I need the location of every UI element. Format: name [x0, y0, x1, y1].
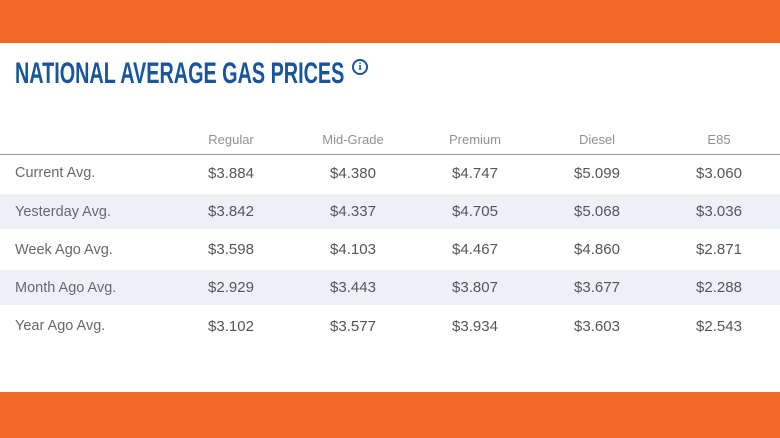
page-title-text-wrap: NATIONAL AVERAGE GAS PRICES [15, 59, 348, 89]
price-cell: $4.467 [452, 241, 498, 258]
price-cell: $3.598 [208, 241, 254, 258]
info-icon[interactable]: i [352, 59, 368, 75]
price-cell: $4.103 [330, 241, 376, 258]
price-cell: $3.677 [536, 267, 658, 308]
column-header-diesel: Diesel [536, 109, 658, 155]
price-cell: $3.603 [574, 317, 620, 335]
column-header-midgrade: Mid-Grade [292, 109, 414, 155]
price-cell: $5.099 [574, 164, 620, 182]
price-cell: $2.543 [696, 317, 742, 335]
column-header-premium: Premium [414, 109, 536, 155]
row-label: Yesterday Avg. [0, 191, 170, 232]
row-label: Current Avg. [15, 165, 96, 181]
table-row-month-ago-avg: Month Ago Avg. $2.929 $3.443 $3.807 $3.6… [0, 267, 780, 308]
column-header-e85: E85 [658, 109, 780, 155]
price-cell: $3.842 [170, 191, 292, 232]
price-cell: $2.871 [696, 241, 742, 258]
price-cell: $3.060 [696, 164, 742, 182]
price-cell: $5.068 [536, 191, 658, 232]
price-cell: $3.934 [452, 317, 498, 335]
page-title-text: NATIONAL AVERAGE GAS PRICES [15, 57, 345, 90]
table-row-yesterday-avg: Yesterday Avg. $3.842 $4.337 $4.705 $5.0… [0, 191, 780, 232]
top-orange-bar [0, 0, 780, 43]
price-cell: $4.380 [330, 164, 376, 182]
price-cell: $3.807 [414, 267, 536, 308]
row-label: Year Ago Avg. [15, 318, 106, 335]
price-cell: $4.337 [292, 191, 414, 232]
row-label: Month Ago Avg. [0, 267, 170, 308]
price-cell: $4.747 [452, 164, 498, 182]
row-label: Week Ago Avg. [15, 241, 113, 258]
price-cell: $3.884 [208, 164, 254, 182]
table-row-current-avg: Current Avg. $3.884 $4.380 $4.747 $5.099… [0, 155, 780, 193]
price-cell: $3.443 [292, 267, 414, 308]
bottom-orange-bar [0, 392, 780, 438]
page-title: NATIONAL AVERAGE GAS PRICES i [15, 59, 780, 89]
column-header-blank [0, 109, 170, 155]
price-cell: $2.929 [170, 267, 292, 308]
table-row-week-ago-avg: Week Ago Avg. $3.598 $4.103 $4.467 $4.86… [0, 231, 780, 269]
main-content: NATIONAL AVERAGE GAS PRICES i Regular Mid… [0, 59, 780, 345]
price-cell: $3.577 [330, 317, 376, 335]
price-cell: $2.288 [658, 267, 780, 308]
price-cell: $4.705 [414, 191, 536, 232]
price-cell: $4.860 [574, 241, 620, 258]
gas-prices-table: Regular Mid-Grade Premium Diesel E85 Cur… [0, 109, 780, 345]
column-header-regular: Regular [170, 109, 292, 155]
price-cell: $3.102 [208, 317, 254, 335]
table-row-year-ago-avg: Year Ago Avg. $3.102 $3.577 $3.934 $3.60… [0, 307, 780, 345]
table-header-row: Regular Mid-Grade Premium Diesel E85 [0, 109, 780, 155]
price-cell: $3.036 [658, 191, 780, 232]
